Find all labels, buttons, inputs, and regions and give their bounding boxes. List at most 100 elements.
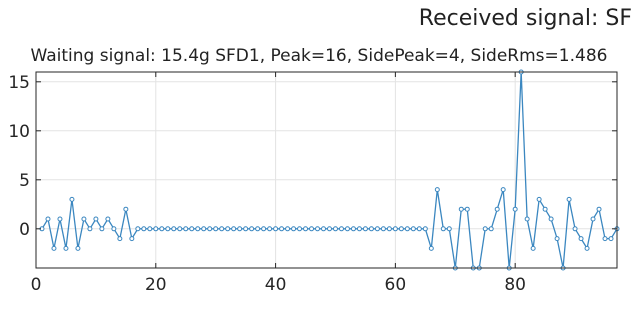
data-point — [566, 196, 572, 202]
x-tick-label: 60 — [385, 275, 407, 295]
data-point — [159, 226, 165, 232]
data-point — [596, 206, 602, 212]
data-point — [350, 226, 356, 232]
data-point — [362, 226, 368, 232]
data-point — [45, 216, 51, 222]
data-point — [542, 206, 548, 212]
data-point — [416, 226, 422, 232]
figure-suptitle: Received signal: SF — [418, 6, 632, 31]
data-point — [482, 226, 488, 232]
data-point — [434, 187, 440, 193]
data-point — [291, 226, 297, 232]
data-point — [153, 226, 159, 232]
data-point — [309, 226, 315, 232]
data-point — [231, 226, 237, 232]
data-point — [69, 196, 75, 202]
data-point — [344, 226, 350, 232]
data-point — [500, 187, 506, 193]
data-point — [386, 226, 392, 232]
data-point — [165, 226, 171, 232]
y-tick-label: 10 — [8, 122, 30, 142]
x-tick-label: 80 — [504, 275, 526, 295]
data-point — [590, 216, 596, 222]
data-point — [249, 226, 255, 232]
data-point — [602, 236, 608, 242]
data-point — [87, 226, 93, 232]
y-tick-label: 15 — [8, 73, 30, 93]
plot-area — [36, 72, 617, 268]
data-point — [189, 226, 195, 232]
data-point — [99, 226, 105, 232]
data-point — [530, 245, 536, 251]
data-point — [81, 216, 87, 222]
data-point — [171, 226, 177, 232]
data-point — [93, 216, 99, 222]
data-point — [219, 226, 225, 232]
data-point — [464, 206, 470, 212]
data-point — [141, 226, 147, 232]
data-point — [183, 226, 189, 232]
data-point — [105, 216, 111, 222]
data-point — [123, 206, 129, 212]
data-point — [554, 236, 560, 242]
data-point — [207, 226, 213, 232]
y-tick-label: 5 — [19, 171, 30, 191]
data-point — [201, 226, 207, 232]
series-group — [39, 69, 620, 271]
data-point — [428, 245, 434, 251]
axes-box — [35, 71, 618, 269]
data-point — [135, 226, 141, 232]
data-point — [548, 216, 554, 222]
data-point — [524, 216, 530, 222]
data-point — [147, 226, 153, 232]
x-tick-label: 0 — [31, 275, 42, 295]
x-tick-label: 20 — [145, 275, 167, 295]
data-point — [374, 226, 380, 232]
data-point — [458, 206, 464, 212]
data-point — [267, 226, 273, 232]
data-point — [404, 226, 410, 232]
data-point — [578, 236, 584, 242]
data-point — [422, 226, 428, 232]
data-point — [51, 245, 57, 251]
data-point — [75, 245, 81, 251]
data-point — [356, 226, 362, 232]
data-point — [608, 236, 614, 242]
data-point — [261, 226, 267, 232]
data-point — [380, 226, 386, 232]
data-point — [572, 226, 578, 232]
data-point — [195, 226, 201, 232]
data-point — [488, 226, 494, 232]
data-point — [117, 236, 123, 242]
data-point — [398, 226, 404, 232]
x-tick-label: 40 — [265, 275, 287, 295]
data-point — [213, 226, 219, 232]
data-point — [536, 196, 542, 202]
data-point — [111, 226, 117, 232]
data-point — [410, 226, 416, 232]
data-point — [338, 226, 344, 232]
data-point — [332, 226, 338, 232]
data-point — [255, 226, 261, 232]
data-point — [225, 226, 231, 232]
data-point — [321, 226, 327, 232]
data-point — [63, 245, 69, 251]
data-point — [285, 226, 291, 232]
data-point — [315, 226, 321, 232]
data-point — [237, 226, 243, 232]
data-point — [446, 226, 452, 232]
data-point — [440, 226, 446, 232]
data-point — [177, 226, 183, 232]
data-point — [584, 245, 590, 251]
data-point — [368, 226, 374, 232]
data-point — [494, 206, 500, 212]
data-point — [57, 216, 63, 222]
data-point — [279, 226, 285, 232]
data-point — [129, 236, 135, 242]
data-point — [273, 226, 279, 232]
data-point — [297, 226, 303, 232]
data-point — [303, 226, 309, 232]
chart-title: Waiting signal: 15.4g SFD1, Peak=16, Sid… — [30, 46, 608, 66]
data-point — [243, 226, 249, 232]
